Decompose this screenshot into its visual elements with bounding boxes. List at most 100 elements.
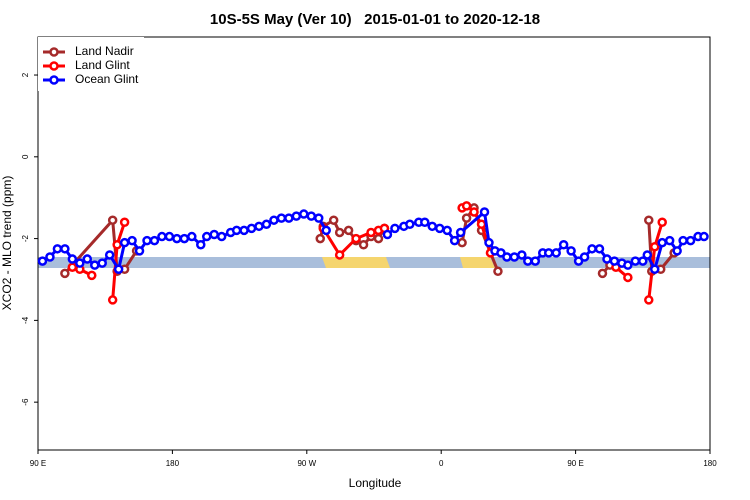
data-point <box>82 254 93 264</box>
legend-marker <box>49 61 59 71</box>
land-strip <box>460 257 495 268</box>
data-point <box>315 233 325 244</box>
data-point <box>261 219 272 230</box>
data-point <box>455 227 466 238</box>
data-point <box>685 235 696 246</box>
land-strip <box>322 257 390 268</box>
data-point <box>442 225 452 236</box>
data-point <box>306 211 317 221</box>
data-point <box>127 235 137 246</box>
legend-label: Ocean Glint <box>75 72 139 86</box>
data-point <box>52 244 63 254</box>
data-point <box>142 235 152 246</box>
data-point <box>112 239 122 250</box>
data-point <box>609 256 620 266</box>
data-point <box>201 231 212 242</box>
data-point <box>60 268 70 279</box>
data-point <box>45 252 55 262</box>
data-point <box>239 225 249 236</box>
x-tick-label: 180 <box>703 459 717 468</box>
data-point <box>644 215 654 225</box>
data-point <box>623 260 633 270</box>
data-point <box>461 201 472 211</box>
data-point <box>351 233 361 244</box>
data-point <box>699 231 709 242</box>
data-point <box>523 256 533 266</box>
y-tick-label: 0 <box>21 154 30 159</box>
data-point <box>67 254 78 264</box>
data-point <box>551 248 561 258</box>
data-point <box>164 231 175 242</box>
data-point <box>579 252 590 262</box>
data-point <box>299 209 309 219</box>
data-point <box>405 219 415 230</box>
data-point <box>649 264 660 275</box>
data-point <box>623 272 633 283</box>
data-point <box>517 250 527 260</box>
data-point <box>60 244 70 254</box>
data-point <box>313 213 324 223</box>
data-point <box>664 235 675 246</box>
x-tick-label: 180 <box>166 459 180 468</box>
data-point <box>254 221 264 232</box>
data-point <box>366 227 376 238</box>
legend-label: Land Nadir <box>75 44 134 58</box>
x-axis-label: Longitude <box>349 476 402 490</box>
data-point <box>269 215 279 225</box>
data-point <box>334 227 345 238</box>
data-point <box>644 295 654 305</box>
data-point <box>172 233 182 244</box>
data-point <box>479 207 490 217</box>
data-point <box>334 250 345 260</box>
data-point <box>602 254 612 264</box>
y-tick-label: -4 <box>21 316 30 324</box>
data-point <box>179 233 190 244</box>
data-point <box>427 221 437 232</box>
data-point <box>558 239 569 250</box>
data-point <box>67 262 78 272</box>
data-point <box>231 225 242 236</box>
data-point <box>209 229 219 240</box>
data-point <box>107 215 118 225</box>
data-point <box>328 215 339 225</box>
data-point <box>157 231 167 242</box>
data-point <box>196 239 206 250</box>
legend-marker <box>49 47 59 57</box>
data-point <box>382 229 393 240</box>
data-point <box>358 239 369 250</box>
data-point <box>672 246 682 256</box>
legend-label: Land Glint <box>75 58 130 72</box>
data-point <box>390 223 400 234</box>
data-point <box>457 237 467 248</box>
data-point <box>449 235 460 246</box>
y-axis-label: XCO2 - MLO trend (ppm) <box>0 176 14 311</box>
data-point <box>594 244 605 254</box>
data-point <box>573 256 584 266</box>
data-point <box>493 266 503 277</box>
data-point <box>642 250 653 260</box>
y-tick-label: 2 <box>21 72 30 77</box>
data-point <box>461 213 472 223</box>
data-point <box>104 250 115 260</box>
data-point <box>509 252 520 262</box>
data-point <box>630 256 641 266</box>
data-point <box>638 256 648 266</box>
data-point <box>657 217 667 227</box>
legend-marker <box>49 75 59 85</box>
data-point <box>149 235 160 246</box>
data-point <box>657 237 667 248</box>
data-point <box>119 217 130 227</box>
data-point <box>134 246 145 256</box>
data-point <box>119 237 130 248</box>
data-point <box>469 207 479 217</box>
data-point <box>107 295 118 305</box>
chart-title: 10S-5S May (Ver 10) 2015-01-01 to 2020-1… <box>210 11 540 28</box>
data-point <box>434 223 445 234</box>
data-point <box>284 213 294 223</box>
y-tick-label: -6 <box>21 398 30 406</box>
data-point <box>420 217 430 227</box>
y-tick-label: -2 <box>21 234 30 242</box>
data-point <box>113 264 124 275</box>
data-point <box>587 244 597 254</box>
